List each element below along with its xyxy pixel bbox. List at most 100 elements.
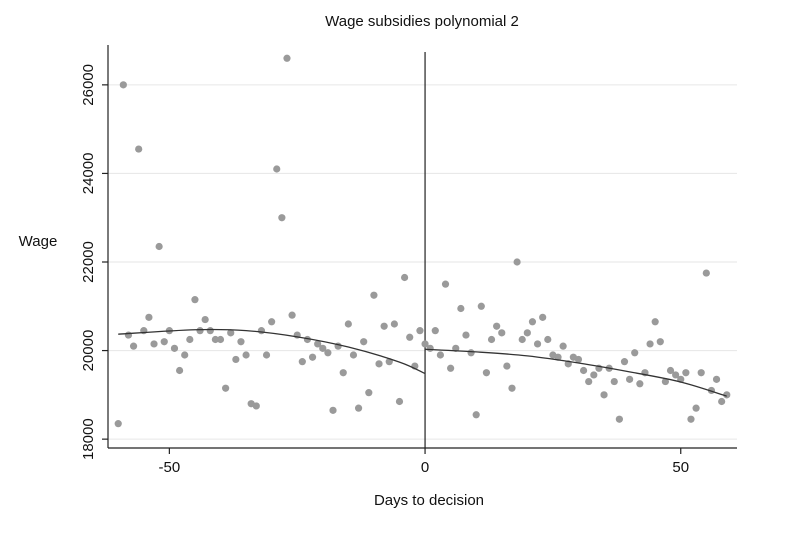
data-point [114, 420, 122, 428]
data-point [160, 338, 168, 346]
data-point [206, 327, 214, 335]
data-point [528, 318, 537, 326]
data-point [544, 335, 552, 344]
data-point [723, 391, 731, 399]
x-axis-label: Days to decision [374, 492, 484, 509]
data-point [636, 380, 644, 388]
data-point [692, 404, 700, 412]
data-point [574, 355, 583, 364]
data-point [436, 351, 444, 359]
data-point [426, 344, 434, 352]
data-point [518, 335, 526, 344]
data-point [339, 369, 347, 377]
data-point [329, 406, 337, 414]
data-point [651, 318, 659, 326]
data-point [508, 384, 516, 392]
data-point [615, 415, 623, 423]
data-point [416, 327, 424, 335]
y-tick-label: 22000 [80, 241, 97, 283]
data-point [590, 371, 598, 379]
data-point [687, 415, 695, 423]
data-point [135, 145, 143, 153]
data-point [360, 338, 368, 346]
data-point [201, 315, 209, 324]
data-point [257, 327, 266, 335]
data-point [646, 340, 654, 348]
data-point [712, 375, 721, 383]
data-points [114, 54, 731, 428]
data-point [380, 322, 388, 330]
data-point [702, 269, 710, 277]
data-point [262, 351, 271, 359]
data-point [600, 391, 608, 399]
data-point [119, 81, 127, 89]
y-tick-label: 20000 [80, 330, 97, 372]
data-point [462, 331, 470, 339]
y-axis-label: Wage [19, 233, 58, 250]
data-point [682, 369, 690, 377]
data-point [181, 351, 189, 359]
data-point [319, 344, 327, 352]
data-point [513, 258, 521, 266]
data-point [533, 340, 542, 348]
data-point [222, 384, 230, 392]
data-point [697, 369, 705, 377]
data-point [482, 369, 491, 377]
data-point [211, 335, 219, 344]
data-point [472, 411, 480, 419]
data-point [477, 302, 485, 310]
data-point [324, 349, 332, 357]
data-point [441, 280, 450, 288]
data-point [191, 296, 199, 304]
axes [102, 45, 737, 454]
data-point [365, 389, 373, 397]
data-point [631, 349, 639, 357]
data-point [487, 335, 496, 344]
data-point [503, 362, 511, 370]
data-point [227, 329, 235, 337]
data-point [344, 320, 352, 328]
data-point [447, 364, 455, 372]
data-point [145, 313, 153, 321]
x-tick-label: -50 [159, 459, 181, 476]
data-point [406, 333, 414, 341]
tick-labels: -50 0 50 18000 20000 22000 24000 26000 [80, 64, 689, 476]
data-point [370, 291, 378, 299]
data-point [672, 371, 680, 379]
data-point [559, 342, 567, 350]
data-point [175, 366, 184, 375]
y-tick-label: 18000 [80, 418, 97, 460]
data-point [457, 304, 465, 313]
data-point [155, 242, 163, 251]
fit-lines [118, 328, 727, 397]
data-point [298, 358, 306, 366]
data-point [252, 402, 260, 410]
data-point [390, 320, 398, 328]
data-point [539, 313, 547, 321]
data-point [666, 366, 675, 375]
data-point [421, 340, 429, 348]
data-point [375, 360, 383, 368]
data-point [498, 329, 506, 337]
data-point [278, 214, 286, 222]
data-point [626, 375, 634, 383]
data-point [273, 165, 281, 173]
data-point [288, 311, 296, 319]
chart-title: Wage subsidies polynomial 2 [325, 13, 519, 30]
data-point [237, 338, 245, 346]
data-point [308, 353, 317, 361]
data-point [620, 358, 629, 366]
data-point [467, 349, 475, 357]
x-tick-label: 0 [421, 459, 429, 476]
data-point [124, 331, 133, 339]
data-point [283, 54, 291, 62]
data-point [395, 397, 404, 406]
data-point [401, 273, 409, 282]
data-point [661, 377, 670, 386]
data-point [232, 355, 240, 364]
x-tick-label: 50 [672, 459, 689, 476]
data-point [186, 335, 194, 344]
data-point [354, 404, 363, 412]
